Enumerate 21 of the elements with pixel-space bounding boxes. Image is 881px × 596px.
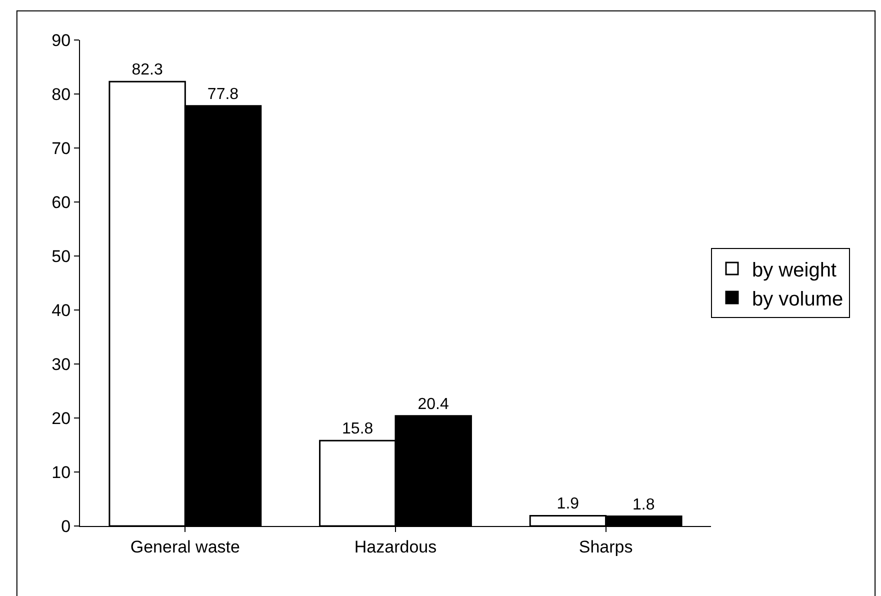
data-label: 1.8: [632, 496, 655, 514]
y-tick-label: 10: [52, 462, 71, 482]
data-label: 15.8: [342, 420, 374, 438]
data-label: 77.8: [207, 86, 239, 103]
data-label: 20.4: [418, 396, 449, 413]
legend-label: by weight: [752, 259, 837, 282]
data-label: 82.3: [132, 62, 163, 79]
y-tick-label: 70: [52, 138, 71, 158]
y-tick-label: 80: [52, 84, 71, 104]
x-tick-label: Hazardous: [354, 537, 437, 556]
y-tick-label: 20: [52, 408, 71, 428]
y-tick-label: 30: [52, 354, 71, 374]
y-tick-label: 0: [61, 516, 71, 536]
y-tick-label: 60: [52, 192, 71, 212]
x-tick-label: General waste: [130, 537, 240, 556]
y-tick-label: 40: [52, 300, 71, 320]
data-label: 1.9: [556, 496, 580, 513]
legend-label: by volume: [752, 288, 844, 310]
y-tick-label: 50: [52, 246, 71, 266]
x-tick-label: Sharps: [578, 537, 633, 556]
y-tick-label: 90: [52, 30, 71, 50]
